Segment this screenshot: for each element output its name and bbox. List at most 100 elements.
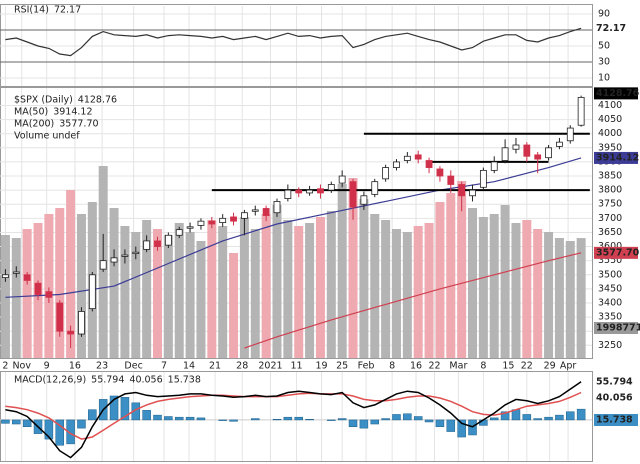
volume-bar (576, 238, 586, 358)
histogram-bar (77, 419, 86, 429)
candle-body (371, 181, 379, 195)
y-tick-label: 4050 (598, 114, 622, 125)
histogram-bar (196, 417, 206, 421)
histogram-bar (424, 419, 434, 423)
volume-bar (457, 181, 467, 358)
histogram-bar (403, 413, 412, 421)
volume-bar (402, 232, 412, 358)
volume-bar (348, 178, 358, 358)
histogram-bar (370, 419, 380, 425)
volume-bar (337, 184, 347, 358)
candle-body (241, 212, 248, 219)
candle-body (12, 271, 20, 274)
histogram-bar (327, 419, 336, 421)
candle-body (295, 189, 303, 194)
volume-bar (413, 226, 423, 358)
y-tick-label: 4100 (598, 100, 622, 111)
candle-body (208, 220, 216, 225)
candle-body (164, 234, 172, 246)
value-tag-label: 3577.70 (596, 247, 640, 258)
x-tick-label: 22 (521, 361, 533, 372)
x-tick-label: 14 (183, 361, 195, 372)
legend-text: RSI(14) (14, 5, 49, 16)
candle-body (317, 188, 324, 194)
value-tag-label: 72.17 (596, 23, 626, 34)
x-tick-label: 23 (96, 361, 108, 372)
candle-body (45, 291, 53, 298)
x-tick-label: 22 (428, 361, 440, 372)
volume-bar (565, 241, 575, 358)
value-tag (594, 87, 638, 100)
volume-bar (522, 220, 532, 358)
legend-text: 3914.12 (53, 107, 92, 118)
volume-bar (261, 214, 271, 358)
legend-text: 72.17 (54, 5, 81, 16)
volume-bar (500, 205, 510, 358)
candle-body (110, 257, 118, 263)
value-tag-label: 1998771 (596, 323, 640, 334)
volume-bar (326, 211, 336, 358)
volume-bar (435, 202, 445, 358)
candle-body (132, 251, 140, 255)
candle-body (175, 229, 183, 236)
volume-bar (0, 235, 10, 358)
volume-bar (478, 217, 488, 358)
volume-bar (554, 238, 564, 358)
histogram-bar (446, 419, 456, 432)
volume-bar (381, 220, 391, 358)
histogram-bar (544, 416, 553, 421)
candle-body (251, 209, 259, 212)
value-tag-label: 40.056 (596, 393, 633, 404)
histogram-bar (392, 414, 401, 421)
histogram-bar (1, 419, 10, 424)
candle-body (338, 175, 346, 184)
y-tick-label: 3400 (598, 297, 622, 308)
volume-bar (489, 214, 499, 358)
volume-bar (11, 238, 21, 358)
x-tick-label: 15 (502, 361, 514, 372)
candle-body (360, 195, 368, 205)
candle-body (197, 220, 205, 226)
histogram-bar (555, 414, 564, 421)
volume-bar (424, 223, 434, 358)
value-tag-label: 3914.12 (596, 152, 639, 163)
volume-bar (305, 223, 315, 358)
candle-body (523, 144, 531, 157)
candle-body (403, 155, 411, 161)
y-tick-label: 3950 (598, 142, 622, 153)
price-frame (0, 87, 593, 359)
volume-bar (272, 205, 282, 358)
volume-bar (391, 229, 401, 358)
histogram-bar (457, 419, 466, 438)
volume-bar (131, 232, 141, 358)
x-tick-label: Nov (12, 361, 31, 372)
histogram-bar (251, 418, 260, 421)
volume-bar (359, 199, 369, 358)
x-tick-label: Dec (124, 361, 142, 372)
legend-text: MA(200) (14, 119, 54, 130)
candle-body (327, 184, 335, 191)
macd-frame (0, 371, 593, 462)
y-tick-label: 3600 (598, 241, 622, 252)
candle-body (230, 216, 237, 222)
volume-bar (66, 190, 76, 358)
candle-body (306, 189, 313, 194)
x-tick-label: 8 (480, 361, 486, 372)
value-tag (594, 392, 638, 404)
candle-body (273, 201, 281, 214)
macd-line (5, 391, 582, 440)
histogram-bar (12, 419, 21, 425)
x-tick-label: 25 (336, 361, 348, 372)
histogram-bar (413, 416, 423, 421)
candle-body (88, 274, 96, 310)
candle-body (67, 330, 75, 335)
histogram-bar (120, 397, 130, 421)
volume-bar (468, 208, 478, 358)
x-tick-label: 2021 (258, 361, 282, 372)
histogram-bar (435, 419, 445, 428)
x-tick-label: 28 (236, 361, 248, 372)
volume-bar (533, 229, 543, 358)
y-tick-label: 10 (598, 73, 610, 84)
histogram-bar (44, 419, 54, 440)
volume-bar (511, 223, 521, 358)
